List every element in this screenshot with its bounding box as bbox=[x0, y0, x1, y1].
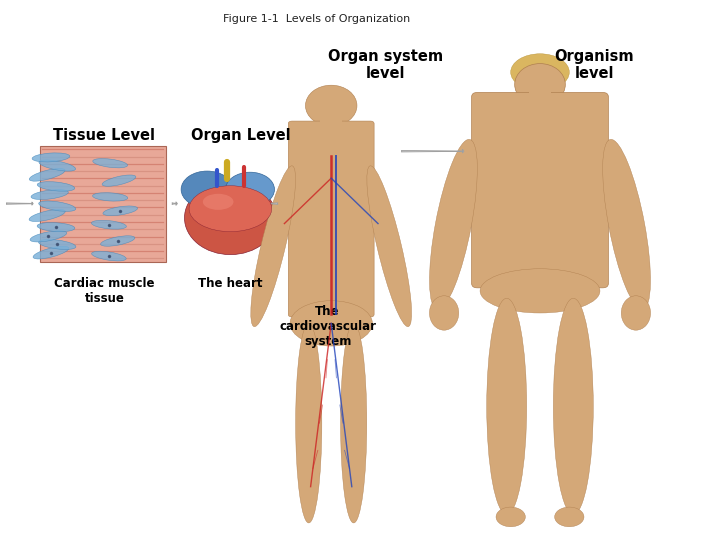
Ellipse shape bbox=[91, 220, 127, 229]
Ellipse shape bbox=[341, 323, 366, 523]
Ellipse shape bbox=[29, 210, 66, 221]
Ellipse shape bbox=[251, 166, 295, 327]
Ellipse shape bbox=[37, 222, 75, 232]
Ellipse shape bbox=[510, 54, 570, 91]
Bar bbox=[40, 146, 166, 262]
Bar bbox=[320, 103, 343, 126]
Text: Organism
level: Organism level bbox=[554, 49, 634, 81]
Ellipse shape bbox=[103, 206, 138, 215]
Text: The
cardiovascular
system: The cardiovascular system bbox=[279, 305, 376, 348]
FancyArrowPatch shape bbox=[266, 202, 278, 205]
Ellipse shape bbox=[39, 240, 76, 249]
Ellipse shape bbox=[181, 171, 233, 208]
Ellipse shape bbox=[480, 269, 600, 313]
Ellipse shape bbox=[621, 296, 651, 330]
FancyBboxPatch shape bbox=[288, 121, 374, 317]
Ellipse shape bbox=[32, 153, 70, 162]
Ellipse shape bbox=[184, 181, 276, 255]
Ellipse shape bbox=[30, 168, 65, 181]
Ellipse shape bbox=[93, 193, 127, 201]
Ellipse shape bbox=[496, 507, 526, 526]
Ellipse shape bbox=[39, 201, 76, 211]
FancyBboxPatch shape bbox=[472, 92, 608, 288]
Ellipse shape bbox=[515, 64, 565, 105]
Ellipse shape bbox=[305, 85, 357, 126]
Ellipse shape bbox=[37, 181, 75, 191]
Text: Organ system
level: Organ system level bbox=[328, 49, 443, 81]
Ellipse shape bbox=[603, 139, 650, 310]
FancyArrowPatch shape bbox=[172, 202, 177, 205]
Ellipse shape bbox=[189, 186, 271, 232]
Text: Figure 1-1  Levels of Organization: Figure 1-1 Levels of Organization bbox=[223, 14, 410, 24]
Ellipse shape bbox=[93, 159, 127, 168]
FancyArrowPatch shape bbox=[6, 202, 33, 205]
Ellipse shape bbox=[203, 194, 233, 210]
Text: The heart: The heart bbox=[198, 277, 263, 290]
Ellipse shape bbox=[30, 231, 67, 242]
Text: Organ Level: Organ Level bbox=[192, 128, 291, 143]
Text: Tissue Level: Tissue Level bbox=[53, 128, 156, 143]
Text: Cardiac muscle
tissue: Cardiac muscle tissue bbox=[54, 277, 155, 305]
Bar bbox=[528, 82, 552, 104]
Ellipse shape bbox=[33, 246, 69, 259]
Ellipse shape bbox=[225, 172, 274, 207]
FancyArrowPatch shape bbox=[401, 150, 464, 153]
Ellipse shape bbox=[296, 323, 322, 523]
Ellipse shape bbox=[39, 160, 76, 171]
Ellipse shape bbox=[102, 175, 136, 186]
Ellipse shape bbox=[430, 139, 477, 310]
Ellipse shape bbox=[429, 296, 459, 330]
Ellipse shape bbox=[554, 507, 584, 526]
Ellipse shape bbox=[290, 301, 372, 346]
Ellipse shape bbox=[91, 251, 126, 261]
Ellipse shape bbox=[31, 190, 68, 199]
Ellipse shape bbox=[487, 298, 526, 515]
Ellipse shape bbox=[101, 236, 135, 246]
Ellipse shape bbox=[553, 298, 593, 515]
Ellipse shape bbox=[367, 166, 412, 327]
